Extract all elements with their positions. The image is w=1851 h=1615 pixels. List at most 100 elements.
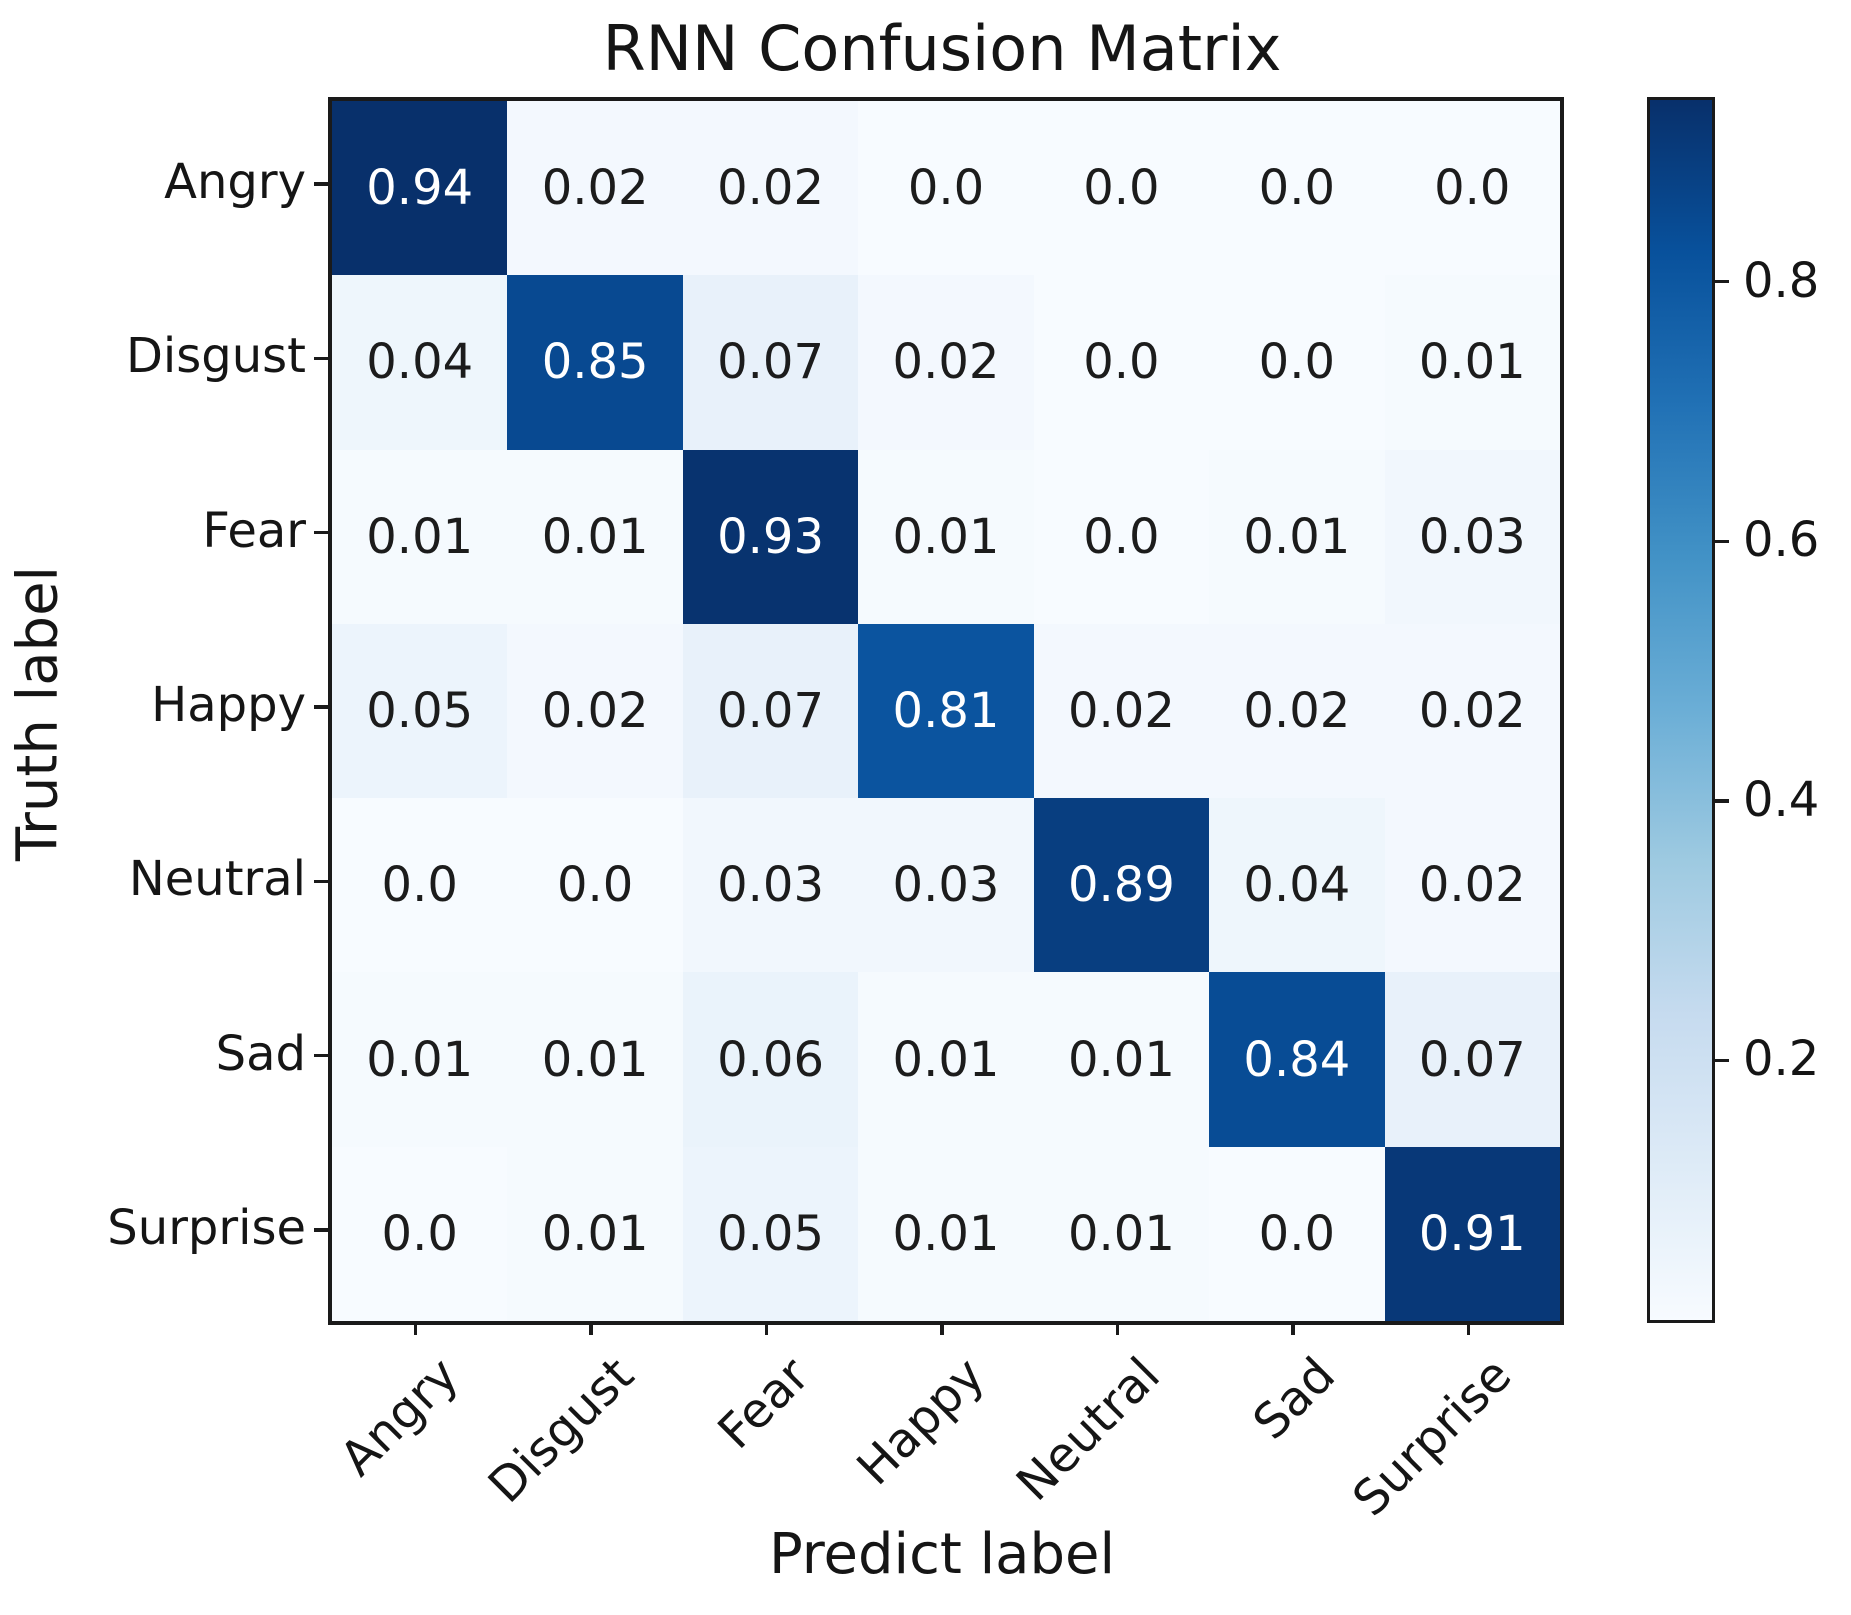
cell-value: 0.02 [541,682,649,739]
cell-value: 0.04 [1243,857,1351,914]
y-tick-mark [314,879,328,884]
cell-value: 0.0 [1083,334,1160,391]
cell-value: 0.0 [1258,1205,1336,1262]
cell-angry-disgust: 0.02 [507,101,683,276]
y-tick-mark [314,182,328,186]
x-tick-mark [589,1321,593,1335]
cell-happy-happy: 0.81 [858,623,1034,799]
y-tick-label-angry: Angry [164,153,306,210]
x-tick-label-text: Surprise [1341,1347,1522,1528]
cell-angry-neutral: 0.0 [1033,101,1210,276]
cell-surprise-surprise: 0.91 [1384,1146,1560,1321]
cell-surprise-disgust: 0.01 [507,1146,683,1321]
cell-value: 0.05 [366,682,474,739]
x-tick-label-text: Neutral [1006,1347,1172,1512]
cell-value: 0.85 [541,334,649,391]
colorbar-tick-mark [1715,1058,1729,1063]
x-tick-label-text: Disgust [477,1347,645,1514]
cell-happy-surprise: 0.02 [1384,623,1560,799]
cell-value: 0.89 [1067,857,1175,914]
cell-fear-neutral: 0.0 [1033,449,1210,624]
cell-surprise-fear: 0.05 [682,1146,859,1321]
cell-value: 0.01 [1243,508,1351,565]
heatmap-grid: 0.94 0.02 0.02 0.0 0.0 0.0 0.0 0.04 0.85 0.07 0.02… [332,101,1560,1321]
cell-value: 0.01 [1067,1031,1175,1088]
cell-value: 0.03 [1418,508,1526,565]
cell-fear-surprise: 0.03 [1384,449,1560,624]
cell-value: 0.01 [541,508,649,565]
cell-value: 0.02 [717,160,824,217]
cell-neutral-happy: 0.03 [858,798,1034,973]
cell-sad-surprise: 0.07 [1384,972,1560,1147]
cell-value: 0.02 [892,334,1000,391]
x-tick-label-text: Angry [329,1347,470,1487]
cell-happy-angry: 0.05 [332,623,508,799]
cell-value: 0.01 [366,508,474,565]
cell-value: 0.04 [366,334,474,391]
cell-angry-happy: 0.0 [858,101,1034,276]
cell-value: 0.05 [717,1205,824,1262]
colorbar-tick-label-0.4: 0.4 [1743,771,1820,828]
cell-disgust-happy: 0.02 [858,275,1034,450]
cell-happy-sad: 0.02 [1209,623,1385,799]
cell-value: 0.02 [1243,682,1351,739]
y-tick-label-surprise: Surprise [107,1199,306,1256]
cell-fear-fear: 0.93 [682,449,859,624]
cell-value: 0.0 [1258,334,1336,391]
cell-sad-angry: 0.01 [332,972,508,1147]
y-tick-label-happy: Happy [151,676,306,733]
cell-surprise-happy: 0.01 [858,1146,1034,1321]
heatmap-plot-area: 0.94 0.02 0.02 0.0 0.0 0.0 0.0 0.04 0.85 0.07 0.02… [328,97,1564,1325]
y-tick-label-disgust: Disgust [125,328,306,385]
cell-sad-sad: 0.84 [1209,972,1385,1147]
y-tick-label-sad: Sad [215,1025,306,1082]
cell-fear-disgust: 0.01 [507,449,683,624]
cell-neutral-angry: 0.0 [332,798,508,973]
cell-value: 0.03 [717,857,824,914]
cell-surprise-angry: 0.0 [332,1146,508,1321]
cell-surprise-neutral: 0.01 [1033,1146,1210,1321]
y-tick-mark [314,530,328,535]
cell-neutral-surprise: 0.02 [1384,798,1560,973]
colorbar-tick-label-0.6: 0.6 [1743,512,1820,569]
cell-disgust-disgust: 0.85 [507,275,683,450]
x-tick-mark [764,1321,769,1335]
cell-value: 0.07 [1418,1031,1526,1088]
cell-angry-angry: 0.94 [332,101,508,276]
x-tick-label-text: Happy [846,1347,996,1497]
colorbar-tick-mark [1715,799,1729,803]
x-tick-mark [1466,1321,1471,1335]
cell-angry-surprise: 0.0 [1384,101,1560,276]
cell-value: 0.01 [366,1031,474,1088]
cell-happy-fear: 0.07 [682,623,859,799]
x-tick-mark [940,1321,944,1335]
cell-disgust-sad: 0.0 [1209,275,1385,450]
colorbar-tick-label-0.2: 0.2 [1743,1031,1820,1088]
cell-angry-fear: 0.02 [682,101,859,276]
colorbar-tick-label-0.8: 0.8 [1743,252,1820,309]
cell-sad-fear: 0.06 [682,972,859,1147]
colorbar [1647,97,1715,1323]
cell-surprise-sad: 0.0 [1209,1146,1385,1321]
cell-neutral-sad: 0.04 [1209,798,1385,973]
cell-value: 0.0 [381,857,458,914]
cell-value: 0.06 [717,1031,824,1088]
y-tick-label-neutral: Neutral [128,851,306,908]
cell-value: 0.01 [892,508,1000,565]
x-tick-mark [413,1321,418,1335]
cell-value: 0.02 [1418,682,1526,739]
cell-value: 0.01 [892,1205,1000,1262]
cell-neutral-disgust: 0.0 [507,798,683,973]
cell-value: 0.81 [892,682,1000,739]
cell-value: 0.07 [717,682,824,739]
colorbar-tick-mark [1715,279,1729,284]
cell-value: 0.0 [1258,160,1336,217]
y-tick-mark [314,705,328,709]
x-tick-label-text: Sad [1242,1347,1347,1451]
cell-sad-neutral: 0.01 [1033,972,1210,1147]
x-tick-mark [1115,1321,1120,1335]
cell-value: 0.01 [1067,1205,1175,1262]
cell-value: 0.0 [907,160,985,217]
cell-value: 0.01 [892,1031,1000,1088]
cell-value: 0.0 [1083,160,1160,217]
